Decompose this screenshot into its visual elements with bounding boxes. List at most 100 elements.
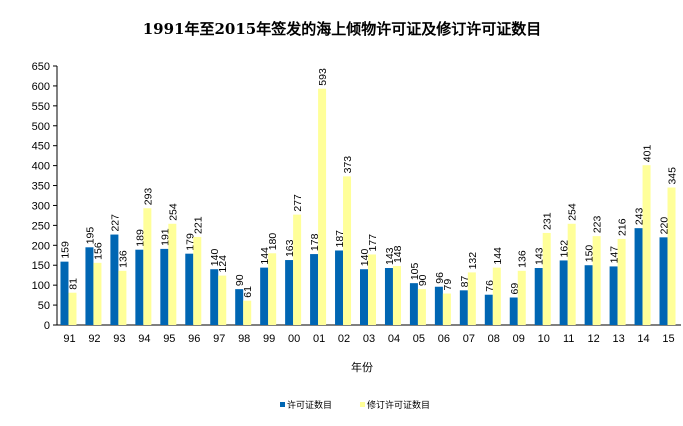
x-tick-label: 96 bbox=[188, 333, 200, 345]
bar-revised-permits bbox=[193, 236, 202, 325]
bar-revised-permits bbox=[343, 176, 352, 325]
data-label: 156 bbox=[92, 242, 104, 260]
data-label: 223 bbox=[592, 215, 604, 233]
bar-revised-permits bbox=[642, 165, 651, 325]
data-label: 159 bbox=[59, 241, 71, 259]
bar-revised-permits bbox=[667, 187, 676, 325]
x-axis-label: 年份 bbox=[351, 360, 373, 374]
x-tick-label: 99 bbox=[263, 333, 275, 345]
bar-revised-permits bbox=[517, 270, 526, 325]
y-tick-label: 600 bbox=[32, 81, 50, 93]
data-label: 221 bbox=[192, 216, 204, 234]
x-tick-label: 09 bbox=[513, 333, 525, 345]
y-tick-label: 550 bbox=[32, 101, 50, 113]
bar-revised-permits bbox=[492, 267, 501, 325]
data-label: 227 bbox=[109, 214, 121, 232]
legend-swatch bbox=[280, 402, 285, 407]
data-label: 132 bbox=[467, 252, 479, 270]
bar-revised-permits bbox=[218, 275, 227, 325]
bar-revised-permits bbox=[368, 254, 376, 325]
bar-permits bbox=[459, 290, 468, 325]
data-label: 277 bbox=[292, 194, 304, 212]
x-tick-label: 94 bbox=[138, 333, 150, 345]
data-label: 136 bbox=[117, 250, 129, 268]
bar-revised-permits bbox=[168, 223, 177, 325]
data-label: 124 bbox=[217, 255, 229, 273]
x-tick-label: 10 bbox=[538, 333, 550, 345]
y-tick-label: 450 bbox=[32, 141, 50, 153]
y-tick-label: 300 bbox=[32, 200, 50, 212]
data-label: 231 bbox=[542, 212, 554, 230]
bar-revised-permits bbox=[417, 289, 426, 325]
x-tick-label: 92 bbox=[88, 333, 100, 345]
x-tick-label: 13 bbox=[612, 333, 624, 345]
x-tick-label: 91 bbox=[63, 333, 75, 345]
bar-permits bbox=[409, 283, 418, 325]
bar-permits bbox=[310, 254, 319, 325]
bar-permits bbox=[110, 234, 119, 325]
data-label: 90 bbox=[234, 274, 246, 286]
x-tick-label: 14 bbox=[637, 333, 649, 345]
y-tick-label: 500 bbox=[32, 121, 50, 133]
x-tick-label: 03 bbox=[363, 333, 375, 345]
bar-revised-permits bbox=[293, 214, 302, 325]
x-tick-label: 02 bbox=[338, 333, 350, 345]
x-tick-label: 04 bbox=[388, 333, 400, 345]
data-label: 254 bbox=[167, 203, 179, 221]
data-label: 136 bbox=[517, 250, 529, 268]
bar-permits bbox=[60, 261, 69, 325]
legend-label: 修订许可证数目 bbox=[367, 399, 430, 410]
data-label: 401 bbox=[642, 145, 654, 163]
data-label: 177 bbox=[367, 234, 379, 252]
bar-revised-permits bbox=[268, 253, 277, 325]
x-tick-label: 01 bbox=[313, 333, 325, 345]
bar-revised-permits bbox=[392, 266, 401, 325]
data-label: 140 bbox=[209, 249, 221, 267]
data-label: 90 bbox=[417, 274, 429, 286]
bar-permits bbox=[634, 228, 643, 325]
bar-permits bbox=[434, 286, 443, 325]
data-label: 96 bbox=[434, 272, 446, 284]
data-label: 254 bbox=[567, 203, 579, 221]
y-tick-label: 250 bbox=[32, 220, 50, 232]
bar-revised-permits bbox=[118, 270, 127, 325]
x-tick-label: 95 bbox=[163, 333, 175, 345]
x-tick-label: 98 bbox=[238, 333, 250, 345]
x-tick-label: 12 bbox=[588, 333, 600, 345]
bar-revised-permits bbox=[442, 293, 451, 325]
y-tick-label: 200 bbox=[32, 240, 50, 252]
bar-permits bbox=[384, 268, 393, 325]
legend-swatch bbox=[360, 402, 365, 407]
bar-permits bbox=[509, 297, 518, 325]
y-tick-label: 100 bbox=[32, 280, 50, 292]
bar-revised-permits bbox=[143, 208, 152, 325]
data-label: 105 bbox=[409, 262, 421, 280]
bar-permits bbox=[160, 248, 169, 325]
bar-revised-permits bbox=[592, 236, 601, 325]
data-label: 79 bbox=[442, 279, 454, 291]
x-tick-label: 00 bbox=[288, 333, 300, 345]
bar-revised-permits bbox=[542, 232, 551, 325]
bar-permits bbox=[484, 294, 493, 325]
x-tick-label: 11 bbox=[563, 333, 574, 345]
chart-title: 1991年至2015年签发的海上倾物许可证及修订许可证数目 bbox=[143, 20, 542, 38]
bar-permits bbox=[185, 253, 194, 325]
data-label: 593 bbox=[317, 68, 329, 86]
bar-permits bbox=[559, 260, 568, 325]
data-label: 195 bbox=[84, 227, 96, 245]
y-tick-label: 50 bbox=[38, 300, 50, 312]
data-label: 373 bbox=[342, 156, 354, 174]
data-label: 143 bbox=[384, 247, 396, 265]
bar-revised-permits bbox=[318, 88, 327, 325]
bar-permits bbox=[534, 268, 543, 325]
data-label: 216 bbox=[617, 218, 629, 236]
bar-permits bbox=[135, 249, 144, 325]
y-tick-label: 400 bbox=[32, 161, 50, 173]
data-label: 69 bbox=[509, 283, 521, 295]
bar-permits bbox=[210, 269, 219, 325]
data-label: 180 bbox=[267, 233, 279, 251]
y-tick-label: 650 bbox=[32, 61, 50, 73]
x-tick-label: 97 bbox=[213, 333, 225, 345]
bar-permits bbox=[659, 237, 668, 325]
